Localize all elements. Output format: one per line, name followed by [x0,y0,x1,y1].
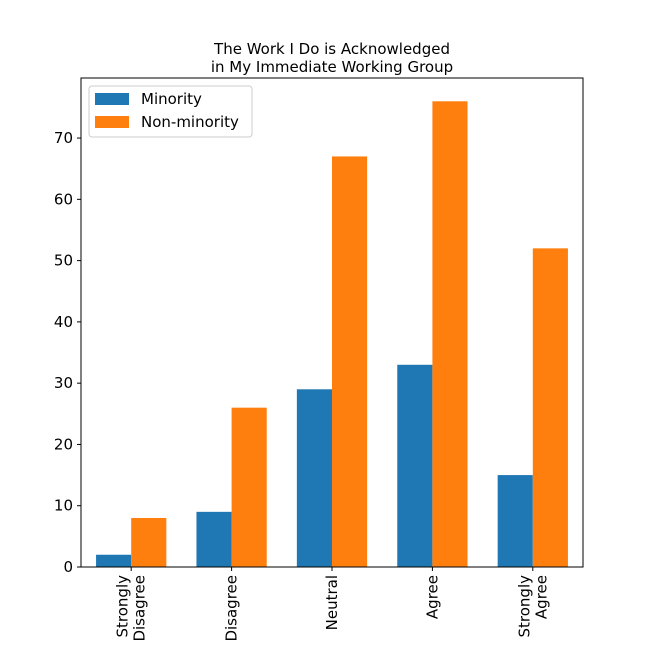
bar-non-minority-0 [131,517,167,567]
chart-title-line: in My Immediate Working Group [211,58,453,76]
x-tick-label: Agree [423,575,441,619]
bar-non-minority-4 [532,248,568,567]
y-tick-label: 40 [54,313,73,331]
x-tick-label: Disagree [131,575,149,642]
x-tick-label-group: Strongly Agree [515,575,550,638]
x-tick-label: Disagree [223,575,241,642]
bar-minority-4 [497,475,533,567]
legend-swatch-minority [95,93,129,105]
x-tick-label-group: Disagree [223,575,241,642]
legend: Minority Non-minority [88,85,253,138]
x-tick-label-group: Agree [423,575,441,619]
y-tick-label: 60 [54,190,73,208]
y-tick-label: 70 [54,129,73,147]
x-tick-label: Agree [532,575,550,619]
y-tick-label: 0 [63,558,73,576]
y-tick-label: 50 [54,252,73,270]
x-tick-label-group: Strongly Disagree [114,575,149,642]
x-tick-label: Neutral [323,575,341,630]
x-tick-label: Strongly [114,575,132,638]
y-axis: 0 10 20 30 40 50 60 70 [54,129,81,576]
legend-label-minority: Minority [141,90,202,108]
bar-minority-3 [397,364,433,567]
x-tick-label: Strongly [515,575,533,638]
x-tick-label-group: Neutral [323,575,341,630]
bar-non-minority-3 [432,101,468,568]
y-tick-label: 20 [54,435,73,453]
chart-title-line: The Work I Do is Acknowledged [213,40,450,58]
bar-non-minority-2 [332,156,368,567]
bars [96,101,568,568]
legend-label-non-minority: Non-minority [141,113,239,131]
x-axis: Strongly Disagree Disagree Neutral Agree Stro… [114,567,550,642]
y-tick-label: 30 [54,374,73,392]
bar-minority-1 [196,511,232,567]
bar-non-minority-1 [231,407,267,567]
bar-minority-0 [96,554,132,567]
legend-box [88,85,253,138]
legend-swatch-non-minority [95,116,129,128]
y-tick-label: 10 [54,497,73,515]
bar-minority-2 [296,389,332,567]
